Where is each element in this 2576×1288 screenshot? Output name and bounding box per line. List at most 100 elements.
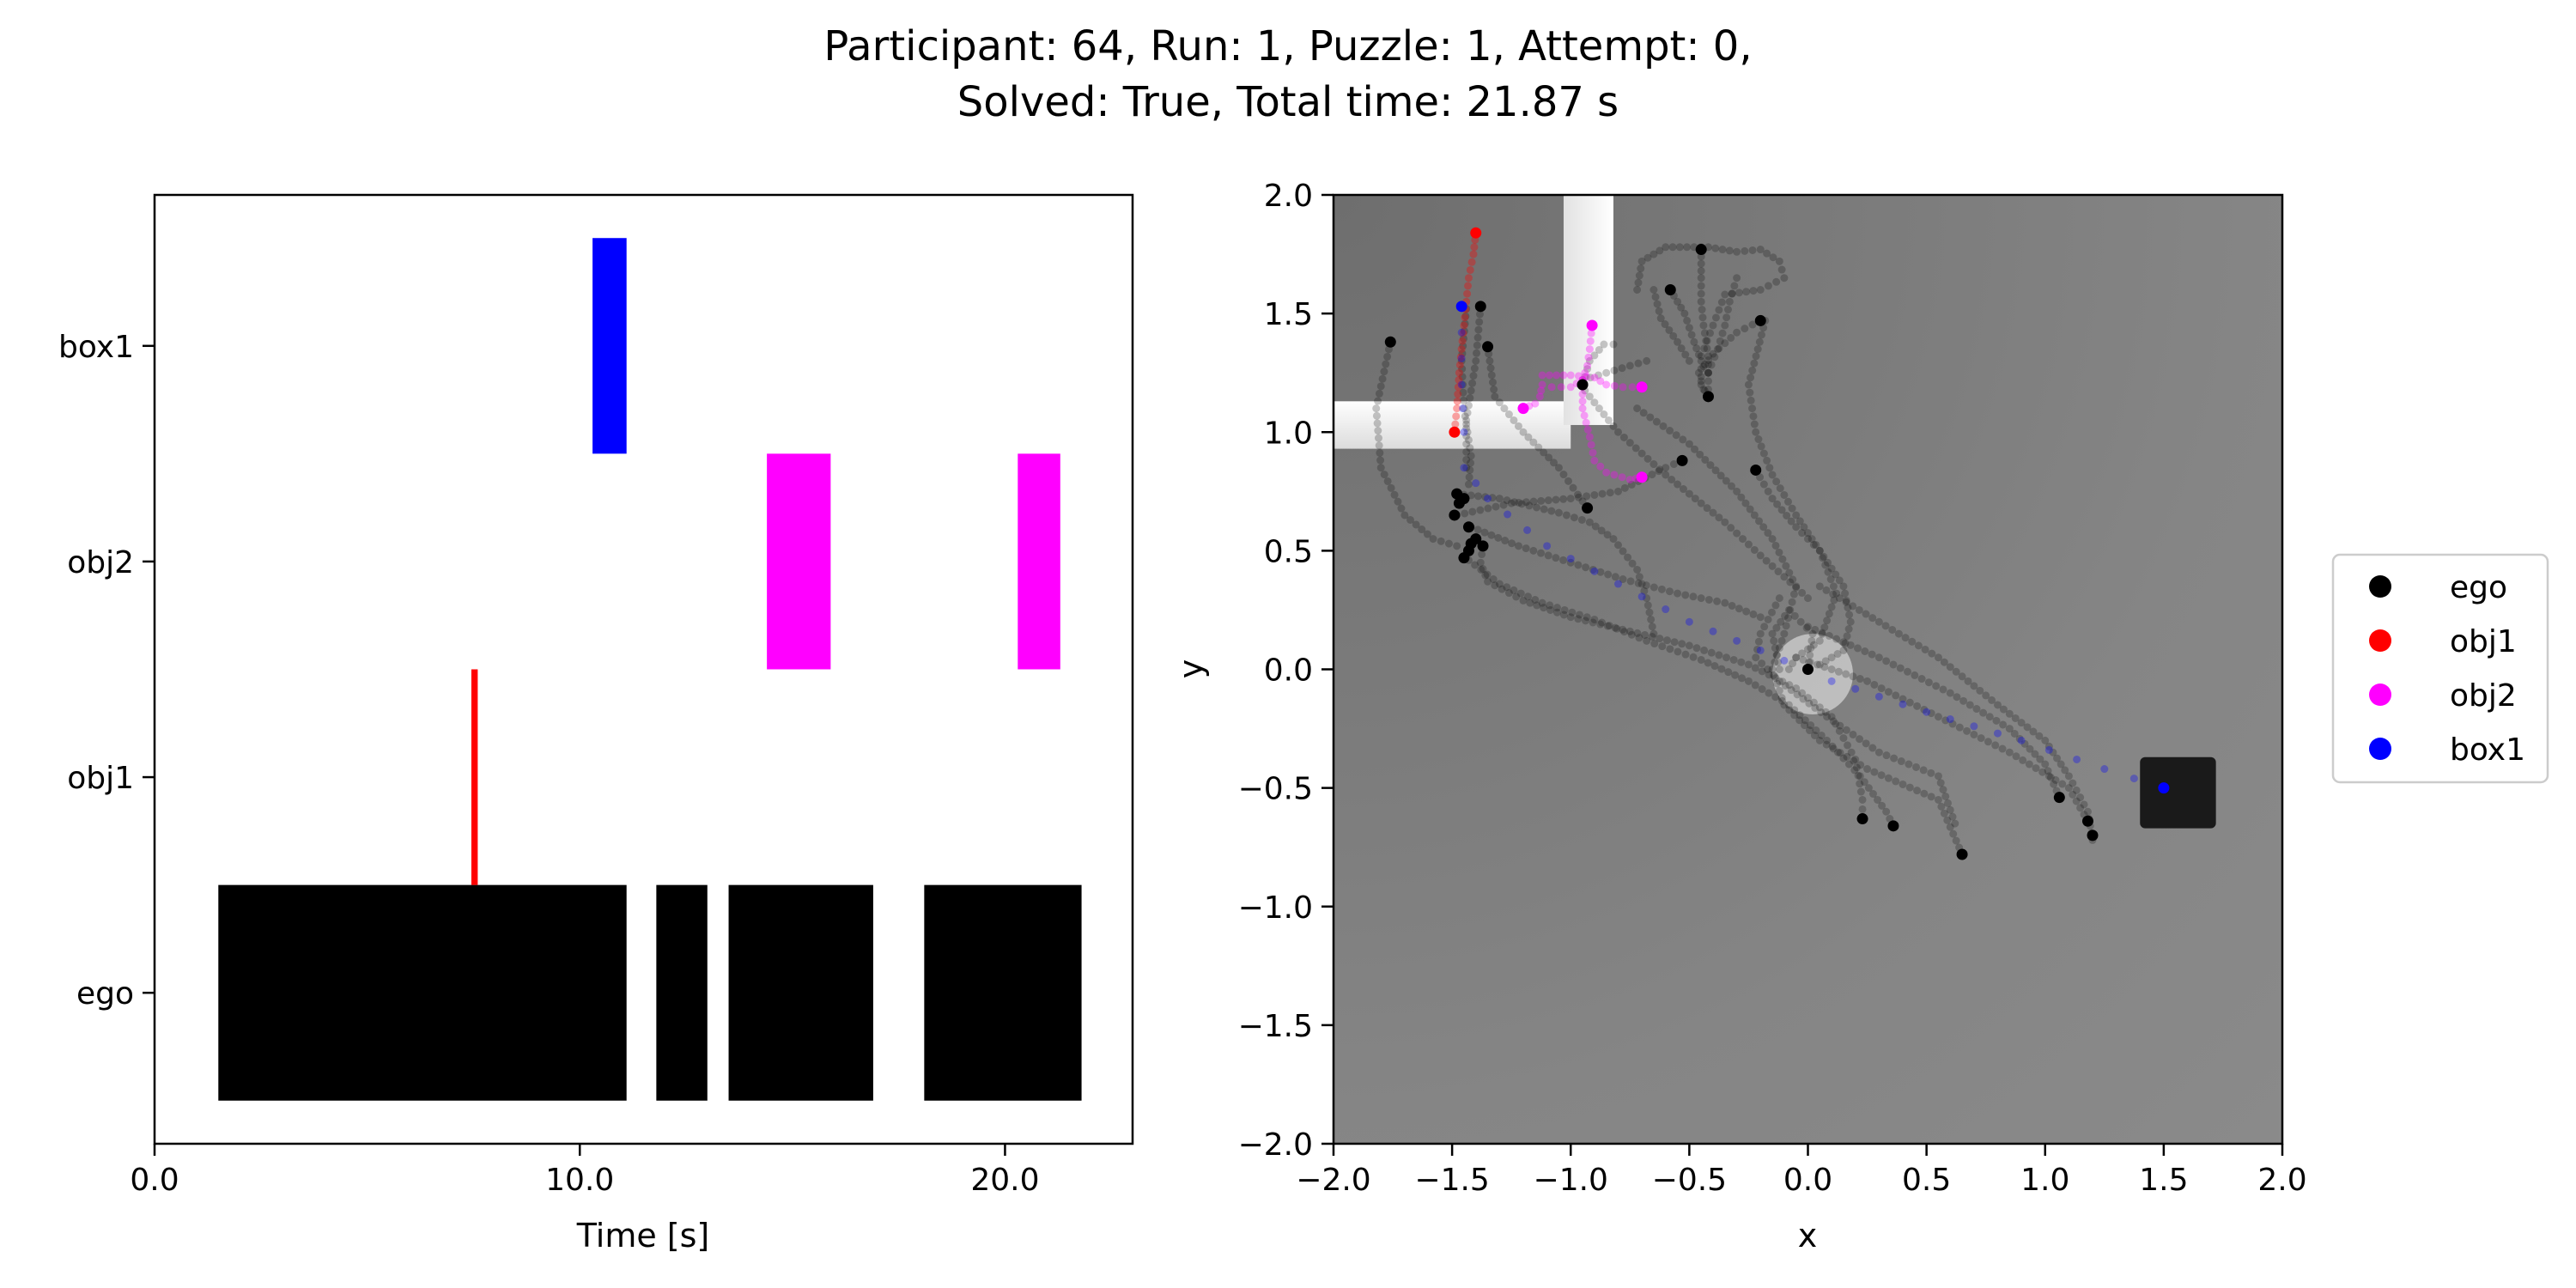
trajectory-point-ego xyxy=(1748,366,1757,374)
trajectory-point-ego xyxy=(1965,701,1974,709)
trajectory-point-ego xyxy=(1716,471,1725,480)
trajectory-x-tick-label: 1.0 xyxy=(2020,1163,2069,1198)
trajectory-point-ego xyxy=(1488,494,1497,502)
trajectory-point-ego xyxy=(1652,417,1661,426)
trajectory-point-ego xyxy=(1778,677,1787,686)
trajectory-point-ego xyxy=(1423,530,1431,538)
trajectory-point-ego xyxy=(1574,615,1583,623)
trajectory-point-ego xyxy=(1380,368,1388,376)
trajectory-point-ego xyxy=(1768,629,1777,638)
trajectory-point-ego xyxy=(1953,693,1961,702)
trajectory-point-obj1 xyxy=(1470,243,1479,252)
trajectory-point-ego xyxy=(1460,404,1468,413)
trajectory-point-ego xyxy=(1861,647,1869,656)
trajectory-point-ego xyxy=(1463,409,1472,417)
trajectory-point-ego xyxy=(1662,464,1670,472)
trajectory-point-obj1 xyxy=(1459,329,1467,337)
trajectory-point-ego xyxy=(1759,449,1768,458)
trajectory-point-ego xyxy=(1585,392,1594,401)
trajectory-y-tick-label: 1.0 xyxy=(1264,416,1313,451)
trajectory-point-ego xyxy=(1648,623,1656,631)
trajectory-point-ego xyxy=(1529,438,1538,447)
trajectory-point-ego xyxy=(2011,714,2020,722)
trajectory-point-ego xyxy=(2072,797,2081,805)
trajectory-point-ego xyxy=(1744,540,1753,549)
trajectory-point-ego xyxy=(1927,709,1935,718)
trajectory-point-box1 xyxy=(1946,715,1954,724)
trajectory-point-ego xyxy=(1470,364,1479,373)
trajectory-point-ego xyxy=(1583,365,1592,374)
trajectory-point-box1 xyxy=(1457,328,1466,337)
trajectory-point-ego xyxy=(1849,672,1857,681)
trajectory-point-ego xyxy=(1614,541,1622,550)
trajectory-point-ego xyxy=(1685,641,1693,650)
trajectory-point-ego xyxy=(1807,644,1815,653)
trajectory-point-ego xyxy=(1832,635,1841,643)
trajectory-point-obj2 xyxy=(1580,411,1589,420)
trajectory-point-ego xyxy=(1674,480,1682,489)
trajectory-point-ego xyxy=(1674,297,1682,306)
trajectory-y-tick-label: −1.5 xyxy=(1238,1009,1313,1044)
trajectory-point-ego xyxy=(1809,641,1818,649)
trajectory-point-obj2 xyxy=(1552,371,1561,380)
trajectory-point-ego xyxy=(1827,564,1836,573)
trajectory-point-ego xyxy=(1544,496,1552,505)
trajectory-point-ego xyxy=(1655,467,1663,476)
trajectory-point-ego xyxy=(1491,581,1499,590)
trajectory-point-ego xyxy=(1805,726,1814,735)
trajectory-point-ego xyxy=(1576,611,1584,619)
trajectory-point-ego xyxy=(1818,629,1826,637)
trajectory-point-ego xyxy=(1459,342,1467,350)
trajectory-point-ego xyxy=(1711,466,1720,475)
trajectory-point-ego xyxy=(1787,686,1795,695)
trajectory-point-obj2 xyxy=(1610,471,1619,479)
trajectory-point-ego xyxy=(1789,590,1798,598)
legend-label-box1: box1 xyxy=(2450,732,2525,768)
trajectory-point-ego xyxy=(1643,253,1652,262)
trajectory-point-ego xyxy=(1756,613,1765,622)
trajectory-point-ego xyxy=(2029,727,2038,736)
path-ego-25 xyxy=(1578,356,1651,384)
trajectory-point-ego xyxy=(1697,297,1705,306)
trajectory-point-obj2 xyxy=(1535,392,1544,401)
trajectory-point-ego xyxy=(1937,802,1946,811)
trajectory-point-ego xyxy=(1547,507,1556,515)
trajectory-point-obj1 xyxy=(1454,383,1462,392)
trajectory-point-ego xyxy=(1783,614,1792,623)
trajectory-point-ego xyxy=(1839,754,1848,762)
trajectory-point-ego xyxy=(1462,420,1471,428)
trajectory-point-ego xyxy=(1844,625,1853,634)
trajectory-point-ego xyxy=(1939,685,1947,694)
trajectory-point-ego xyxy=(1874,795,1882,804)
trajectory-point-ego xyxy=(1635,634,1643,642)
timeline-x-tick-label: 10.0 xyxy=(545,1163,614,1198)
trajectory-point-ego xyxy=(1475,318,1484,326)
path-ego-11 xyxy=(1752,465,1841,673)
trajectory-point-ego xyxy=(1801,716,1809,725)
trajectory-point-ego xyxy=(1619,547,1627,556)
marker-ego xyxy=(1577,379,1589,391)
trajectory-point-ego xyxy=(1988,696,1996,704)
trajectory-point-ego xyxy=(1643,454,1652,463)
path-ego-24 xyxy=(1578,340,1618,389)
trajectory-point-ego xyxy=(1697,289,1705,298)
trajectory-point-ego xyxy=(1697,377,1705,386)
trajectory-point-box1 xyxy=(1827,677,1836,685)
trajectory-point-ego xyxy=(1698,313,1707,322)
trajectory-point-ego xyxy=(1817,731,1826,739)
trajectory-point-ego xyxy=(1474,325,1483,334)
trajectory-point-ego xyxy=(1856,787,1865,796)
title-line-2: Solved: True, Total time: 21.87 s xyxy=(957,78,1619,126)
trajectory-y-tick-label: 0.5 xyxy=(1264,534,1313,569)
trajectory-point-ego xyxy=(1704,659,1712,667)
trajectory-point-ego xyxy=(1811,703,1820,712)
trajectory-point-obj2 xyxy=(1531,399,1540,408)
trajectory-point-ego xyxy=(2036,755,2044,763)
trajectory-point-ego xyxy=(1771,693,1780,702)
trajectory-point-ego xyxy=(1845,611,1854,619)
trajectory-point-ego xyxy=(1963,726,1971,735)
trajectory-point-ego xyxy=(1839,638,1848,647)
trajectory-point-ego xyxy=(1376,448,1384,457)
trajectory-point-ego xyxy=(1697,259,1705,268)
trajectory-point-ego xyxy=(1889,660,1898,669)
